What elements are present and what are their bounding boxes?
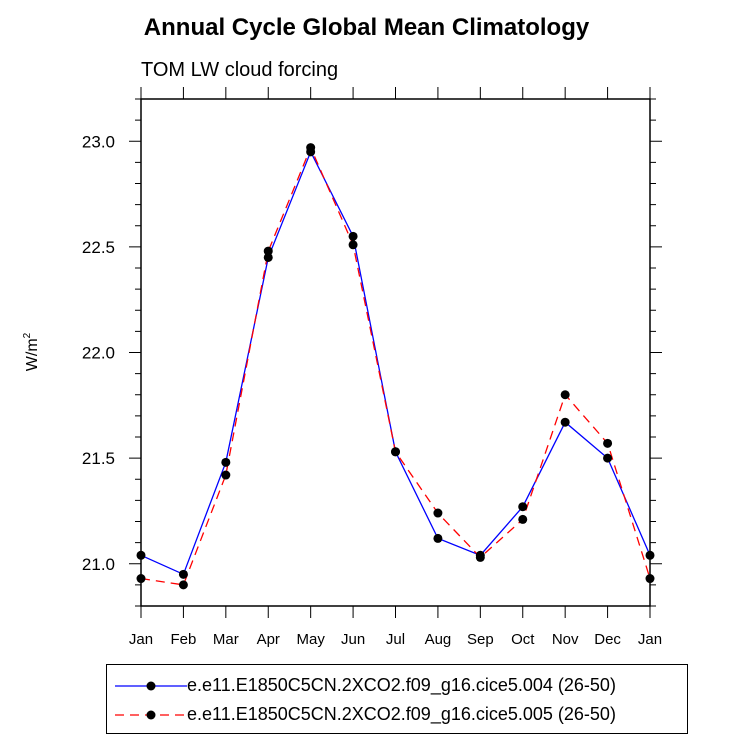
data-point-series-2 [348, 240, 358, 250]
x-tick-label: Nov [552, 631, 579, 648]
x-tick-label: Aug [425, 631, 452, 648]
y-axis-label-superscript: 2 [22, 332, 33, 338]
data-point-series-1 [518, 502, 528, 512]
x-tick-label: Dec [594, 631, 621, 648]
x-tick-label: Mar [213, 631, 239, 648]
data-point-series-1 [560, 417, 570, 427]
y-tick-label: 22.5 [82, 238, 115, 257]
line-chart: 21.0 21.5 22.0 22.5 23.0 Jan Feb Mar Apr May Jun Ju… [22, 87, 662, 648]
x-tick-label: Jul [386, 631, 405, 648]
series-line-2 [140, 145, 651, 586]
x-tick-label: May [296, 631, 325, 648]
legend-label-series-2: e.e11.E1850C5CN.2XCO2.f09_g16.cice5.005 … [187, 704, 616, 724]
legend-swatch-series-1 [115, 681, 187, 691]
data-point-series-2 [306, 143, 316, 153]
data-point-series-1 [263, 252, 273, 262]
y-tick-label: 21.5 [82, 449, 115, 468]
y-axis-label: W/m2 [22, 332, 41, 371]
legend-item-series-2: e.e11.E1850C5CN.2XCO2.f09_g16.cice5.005 … [107, 701, 687, 729]
data-point-series-1 [348, 231, 358, 241]
legend-item-series-1: e.e11.E1850C5CN.2XCO2.f09_g16.cice5.004 … [107, 672, 687, 700]
data-point-series-1 [603, 453, 613, 463]
data-point-series-1 [433, 533, 443, 543]
data-point-series-1 [178, 569, 188, 579]
data-point-series-2 [221, 470, 231, 480]
data-point-series-2 [391, 447, 400, 457]
x-tick-label: Oct [511, 631, 535, 648]
legend-swatch-series-2 [115, 710, 187, 720]
x-tick-label: Jan [638, 631, 662, 648]
data-point-series-1 [221, 457, 231, 467]
chart-subtitle: TOM LW cloud forcing [141, 59, 339, 81]
y-tick-label: 22.0 [82, 344, 115, 363]
plot-frame [140, 98, 651, 607]
data-point-series-2 [475, 552, 485, 562]
series-line-1 [140, 150, 651, 576]
y-axis-label-text: W/m [24, 338, 41, 371]
x-tick-label: Jun [341, 631, 365, 648]
legend-label-series-1: e.e11.E1850C5CN.2XCO2.f09_g16.cice5.004 … [187, 675, 616, 695]
data-point-series-2 [560, 390, 570, 400]
y-tick-label: 23.0 [82, 132, 115, 151]
data-point-series-2 [263, 246, 273, 256]
x-tick-label: Sep [467, 631, 494, 648]
x-tick-label: Jan [129, 631, 153, 648]
data-point-series-2 [518, 514, 528, 524]
y-tick-label: 21.0 [82, 555, 115, 574]
x-tick-label: Feb [170, 631, 196, 648]
data-point-series-2 [603, 438, 613, 448]
legend: e.e11.E1850C5CN.2XCO2.f09_g16.cice5.004 … [106, 664, 688, 734]
data-point-series-2 [433, 508, 443, 518]
chart-title: Annual Cycle Global Mean Climatology [143, 14, 590, 41]
data-point-series-2 [178, 580, 188, 590]
x-tick-label: Apr [257, 631, 280, 648]
